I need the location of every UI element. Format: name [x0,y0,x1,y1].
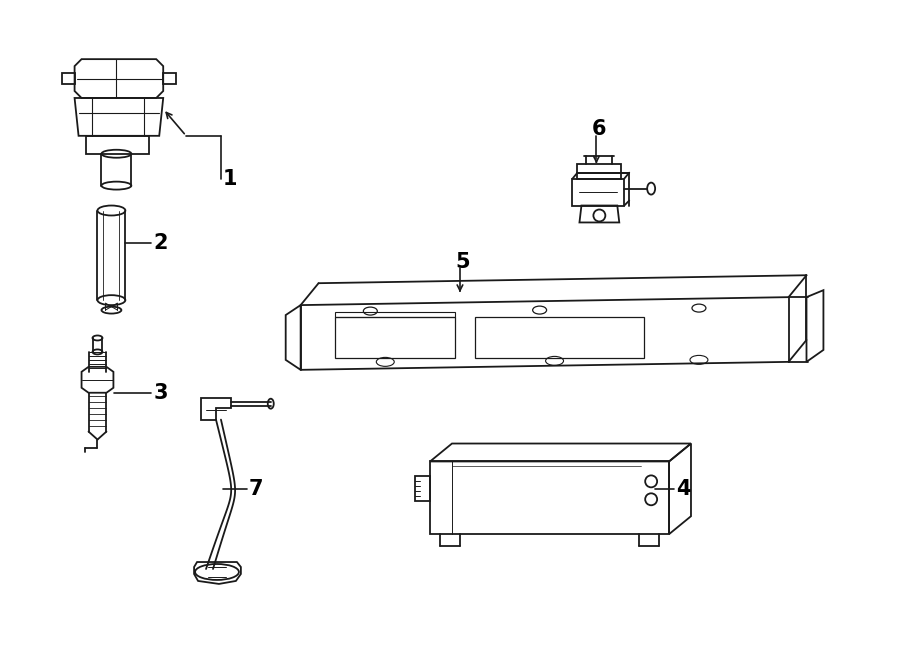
Text: 2: 2 [153,233,167,253]
Text: 5: 5 [455,253,470,272]
Polygon shape [194,562,241,584]
Ellipse shape [195,564,239,580]
Text: 6: 6 [591,119,606,139]
Ellipse shape [97,206,125,215]
Ellipse shape [97,295,125,305]
Text: 7: 7 [248,479,264,499]
Text: 1: 1 [223,169,238,188]
Text: 4: 4 [676,479,690,499]
Text: 3: 3 [153,383,167,403]
